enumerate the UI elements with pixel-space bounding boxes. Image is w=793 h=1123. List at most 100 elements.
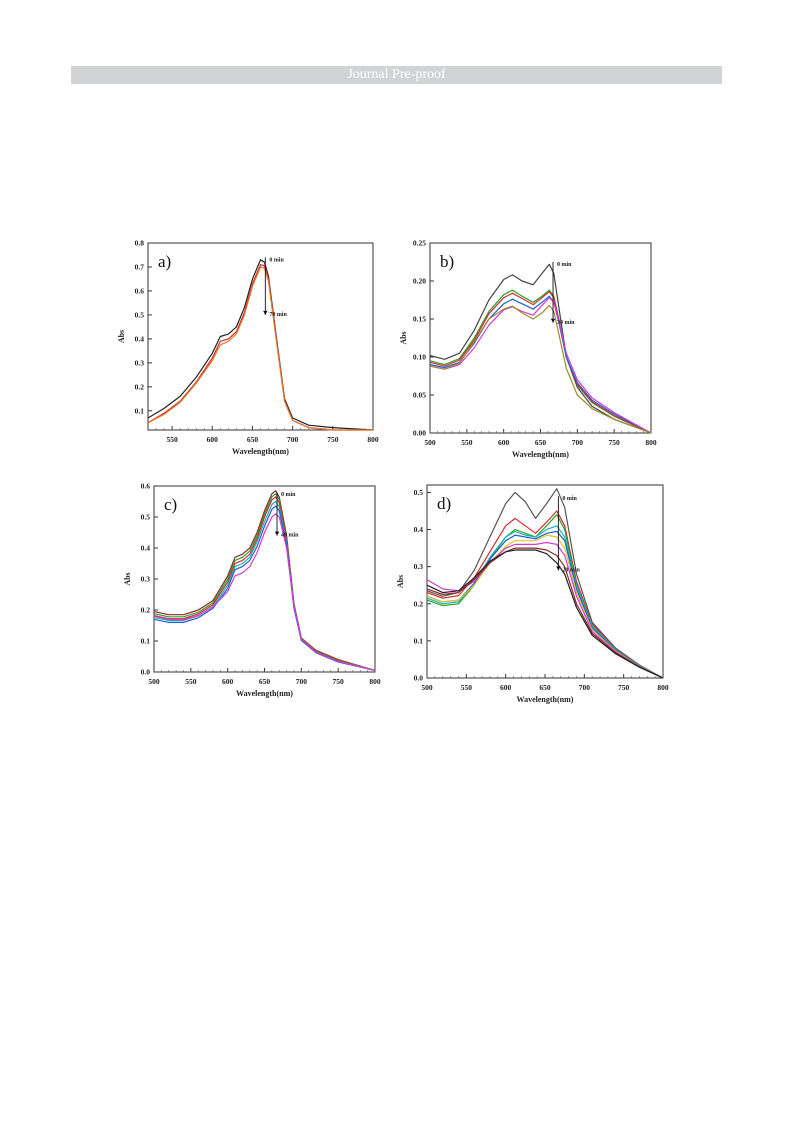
arrow-end-label: 40 min: [281, 533, 299, 539]
series-line: [426, 488, 664, 679]
chart-b-svg: 500 550 600 650 700 750 800 0.00 0.05 0.10 0.15 0.2…: [399, 239, 657, 460]
y-tick-label: 0.0: [141, 668, 151, 677]
x-tick-label: 600: [207, 435, 219, 444]
series-line: [429, 304, 652, 434]
series-line: [153, 513, 376, 671]
series-line: [426, 530, 664, 679]
chart-d-svg: 500 550 600 650 700 750 800 0.0 0.1 0.2 0.3 0.4 0.5 W…: [396, 484, 669, 704]
y-tick-label: 0.4: [135, 334, 145, 343]
series-line: [426, 534, 664, 679]
y-tick-label: 0.8: [135, 239, 145, 248]
time-arrow-head: [263, 310, 268, 315]
x-tick-label: 700: [296, 677, 308, 686]
y-tick-label: 0.15: [413, 315, 426, 324]
y-tick-label: 0.0: [414, 674, 424, 683]
x-tick-label: 600: [498, 438, 510, 447]
arrow-end-label: 20 min: [562, 567, 580, 573]
chart-panel-d: 500 550 600 650 700 750 800 0.0 0.1 0.2 0.3 0.4 0.5 W…: [380, 475, 680, 720]
x-axis-label: Wavelength(nm): [232, 447, 289, 456]
x-tick-label: 750: [609, 438, 621, 447]
x-tick-label: 550: [185, 677, 197, 686]
panel-label: d): [437, 494, 451, 513]
y-tick-label: 0.25: [413, 239, 426, 248]
series-line: [429, 291, 652, 434]
series-line: [147, 266, 373, 431]
x-tick-label: 650: [535, 438, 547, 447]
plot-frame: [426, 484, 664, 679]
y-axis-label: Abs: [399, 331, 408, 344]
x-tick-label: 550: [166, 435, 178, 444]
x-tick-label: 600: [500, 683, 512, 692]
series-line: [426, 547, 664, 679]
panel-label: a): [158, 252, 171, 271]
time-arrow-head: [556, 566, 561, 571]
x-tick-label: 600: [222, 677, 234, 686]
y-tick-label: 0.1: [414, 636, 424, 645]
y-tick-label: 0.7: [135, 262, 145, 271]
y-tick-label: 0.3: [135, 358, 145, 367]
x-tick-label: 700: [287, 435, 299, 444]
time-arrow-head: [274, 531, 280, 536]
series-line: [147, 264, 373, 431]
arrow-start-label: 0 min: [562, 496, 577, 502]
x-tick-label: 800: [369, 677, 381, 686]
x-axis-label: Wavelength(nm): [512, 450, 569, 459]
y-tick-label: 0.4: [141, 544, 151, 553]
chart-panel-a: 550 600 650 700 750 800 0.1 0.2 0.3 0.4 0.5 0.6 0.7 0…: [100, 230, 390, 470]
y-tick-label: 0.1: [135, 406, 145, 415]
x-axis-label: Wavelength(nm): [517, 695, 574, 704]
chart-a-svg: 550 600 650 700 750 800 0.1 0.2 0.3 0.4 0.5 0.6 0.7 0…: [117, 239, 379, 457]
series-line: [153, 505, 376, 671]
plot-frame: [147, 242, 374, 431]
y-tick-label: 0.1: [141, 637, 151, 646]
series-line: [429, 289, 652, 434]
x-tick-label: 800: [657, 683, 669, 692]
chart-panel-c: 500 550 600 650 700 750 800 0.0 0.1 0.2 0.3 0.4 0.5 0…: [100, 475, 390, 720]
x-tick-label: 550: [461, 683, 473, 692]
arrow-end-label: 30 min: [557, 320, 575, 326]
series-line: [426, 525, 664, 679]
x-tick-label: 550: [461, 438, 473, 447]
journal-header-title: Journal Pre-proof: [347, 67, 446, 82]
panel-label: b): [440, 252, 454, 271]
plot-frame: [429, 242, 652, 434]
series-line: [147, 259, 374, 431]
y-axis-label: Abs: [123, 572, 132, 585]
y-tick-label: 0.3: [414, 562, 424, 571]
y-tick-label: 0.10: [413, 353, 426, 362]
x-tick-label: 750: [333, 677, 345, 686]
arrow-start-label: 0 min: [557, 262, 572, 268]
y-tick-label: 0.5: [414, 488, 424, 497]
x-tick-label: 800: [645, 438, 657, 447]
chart-c-svg: 500 550 600 650 700 750 800 0.0 0.1 0.2 0.3 0.4 0.5 0…: [123, 482, 381, 699]
panel-label: c): [164, 495, 177, 514]
time-arrow-head: [550, 318, 556, 323]
x-tick-label: 500: [148, 677, 160, 686]
y-axis-label: Abs: [117, 330, 126, 343]
x-tick-label: 700: [572, 438, 584, 447]
y-tick-label: 0.20: [413, 277, 426, 286]
x-tick-label: 750: [618, 683, 630, 692]
y-tick-label: 0.2: [414, 599, 424, 608]
arrow-start-label: 0 min: [281, 492, 296, 498]
y-tick-label: 0.05: [413, 391, 426, 400]
arrow-end-label: 70 min: [269, 312, 287, 318]
y-tick-label: 0.5: [135, 310, 145, 319]
y-tick-label: 0.3: [141, 575, 151, 584]
journal-header-bar: Journal Pre-proof: [71, 66, 722, 84]
chart-panel-b: 500 550 600 650 700 750 800 0.00 0.05 0.10 0.15 0.2…: [380, 230, 670, 470]
y-tick-label: 0.6: [135, 286, 145, 295]
y-tick-label: 0.2: [135, 382, 145, 391]
series-line: [429, 297, 652, 434]
arrow-start-label: 0 min: [269, 257, 284, 263]
y-tick-label: 0.2: [141, 606, 151, 615]
x-tick-label: 650: [247, 435, 259, 444]
series-line: [429, 263, 652, 434]
x-tick-label: 800: [367, 435, 379, 444]
y-tick-label: 0.6: [141, 482, 151, 491]
x-tick-label: 650: [259, 677, 271, 686]
y-tick-label: 0.5: [141, 513, 151, 522]
x-tick-label: 700: [579, 683, 591, 692]
x-tick-label: 500: [424, 438, 436, 447]
x-tick-label: 650: [539, 683, 551, 692]
